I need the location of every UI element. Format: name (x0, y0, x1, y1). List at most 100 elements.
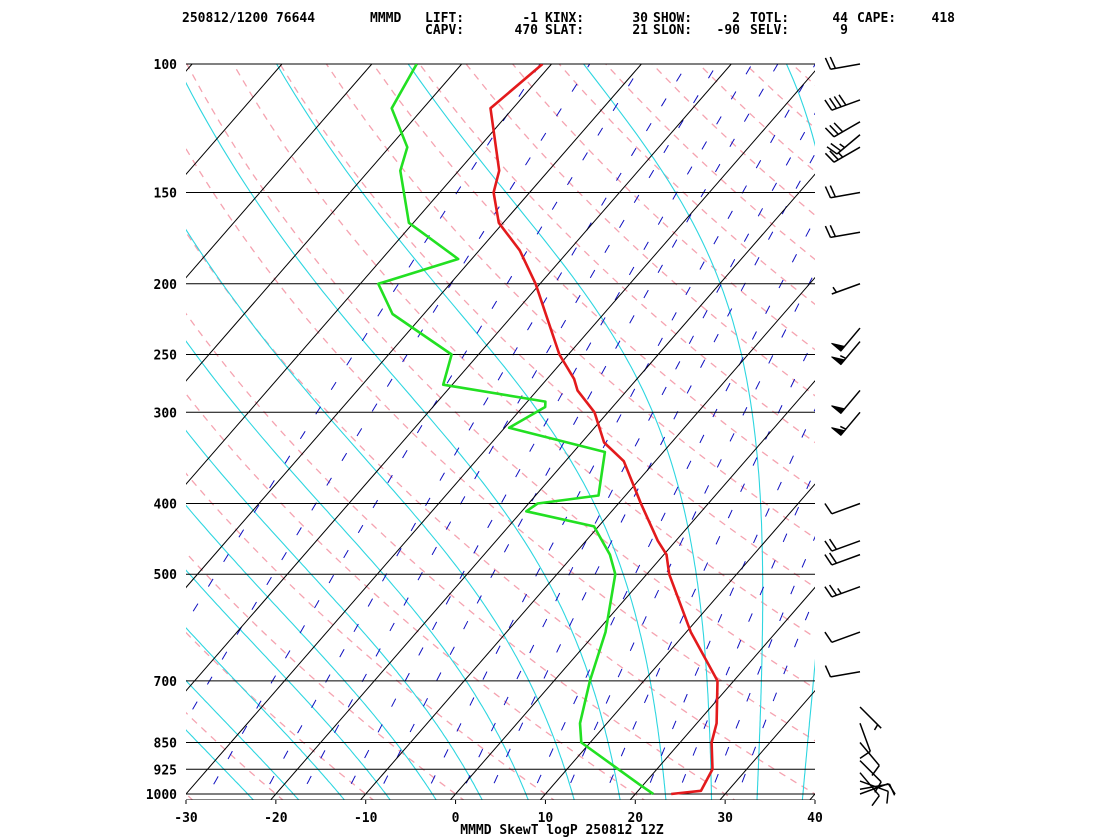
temperature-tick-label: 10 (538, 811, 554, 826)
slon-label: SLON: (653, 23, 693, 38)
totl-label: TOTL: (750, 11, 790, 26)
moist-adiabat (186, 340, 529, 800)
pressure-tick-label: 700 (154, 675, 178, 690)
dry-adiabat (790, 64, 815, 86)
mixing-ratio-line (674, 469, 815, 800)
pressure-tick-label: 1000 (146, 788, 177, 803)
barb-staff (830, 63, 861, 70)
slat-label: SLAT: (545, 23, 585, 38)
barb-half (873, 724, 879, 731)
barb-full (833, 122, 844, 133)
mixing-ratio-line (642, 408, 815, 800)
wind-barb (859, 772, 880, 807)
dry-adiabat (186, 231, 815, 795)
moist-adiabat (186, 729, 255, 800)
isotherm (186, 64, 732, 692)
wind-barb (831, 411, 861, 437)
barb-flag (831, 342, 846, 352)
background-lines (186, 64, 1120, 800)
isotherm (629, 586, 815, 800)
mixing-ratio-line (260, 64, 688, 800)
show-label: SHOW: (653, 11, 693, 26)
barb-staff (833, 121, 861, 138)
profile-lines (377, 64, 719, 796)
barb-half (839, 143, 846, 149)
barb-staff (859, 741, 880, 766)
barb-half (832, 286, 838, 293)
dry-adiabat (325, 64, 815, 539)
slat-value: 21 (632, 23, 648, 38)
temperature-tick-label: 20 (627, 811, 643, 826)
temperature-tick-label: -20 (264, 811, 288, 826)
wind-barb (824, 538, 861, 552)
barb-full (824, 554, 833, 566)
isotherm (989, 64, 1120, 800)
barb-flag (831, 427, 846, 437)
wind-barb (826, 134, 861, 155)
pressure-tick-label: 200 (154, 278, 178, 293)
barb-flag (831, 356, 846, 366)
wind-barb (824, 665, 861, 678)
lift-label: LIFT: (425, 11, 465, 26)
temperature-tick-label: 30 (717, 811, 733, 826)
barb-full (829, 150, 839, 161)
isotherm (449, 380, 815, 800)
barb-full (829, 56, 837, 69)
pressure-tick-label: 250 (154, 348, 178, 363)
barb-half (837, 152, 844, 158)
footer-title: MMMD SkewT logP 250812 12Z (460, 823, 664, 838)
dry-adiabat (186, 711, 284, 800)
wind-barb (824, 146, 861, 163)
barb-full (824, 186, 832, 199)
barb-full (859, 750, 871, 760)
barb-full (829, 124, 839, 135)
dry-adiabat (186, 551, 465, 800)
wind-barb (859, 722, 872, 760)
wind-barb (824, 584, 861, 598)
moist-adiabat (186, 504, 437, 800)
dry-adiabat (418, 64, 815, 444)
barb-full (830, 142, 842, 152)
sounding-id: 250812/1200 76644 (182, 11, 316, 26)
wind-barb (831, 389, 861, 415)
cape-value: 418 (931, 11, 955, 26)
wind-barb (824, 502, 861, 515)
moist-adiabat (186, 228, 575, 800)
dry-adiabat (186, 472, 556, 800)
dry-adiabat (232, 64, 815, 639)
temperature-tick-label: 0 (452, 811, 460, 826)
wind-barb (824, 631, 861, 644)
mixing-ratio-line (186, 64, 541, 624)
moist-adiabat (186, 679, 300, 800)
isotherm (186, 64, 552, 485)
totl-value: 44 (832, 11, 848, 26)
barb-full (828, 538, 838, 550)
slon-value: -90 (716, 23, 740, 38)
wind-barb (824, 56, 861, 70)
moist-adiabat (186, 569, 391, 800)
mixing-ratio-line (562, 271, 815, 800)
barb-full (824, 665, 832, 678)
barb-full (828, 552, 838, 564)
show-value: 2 (732, 11, 740, 26)
temperature-profile (489, 64, 719, 796)
barb-full (824, 127, 835, 138)
barb-half (839, 425, 847, 430)
lift-value: -1 (522, 11, 538, 26)
dewpoint-profile (377, 64, 655, 796)
mixing-ratio-line (204, 64, 643, 800)
isotherm (186, 64, 283, 176)
barb-staff (859, 780, 889, 793)
barb-full (824, 57, 832, 70)
moist-adiabat (186, 81, 621, 800)
wind-barb (859, 760, 882, 793)
mixing-ratio-line (422, 64, 815, 800)
barb-full (829, 224, 837, 237)
barb-half (839, 355, 847, 360)
barb-flag (831, 405, 846, 415)
isotherm (539, 483, 815, 800)
barb-full (874, 781, 882, 793)
barb-full (824, 99, 833, 111)
isotherm (186, 70, 815, 795)
temperature-tick-labels: -30 -20 -10 0 10 20 30 40 (174, 800, 823, 826)
